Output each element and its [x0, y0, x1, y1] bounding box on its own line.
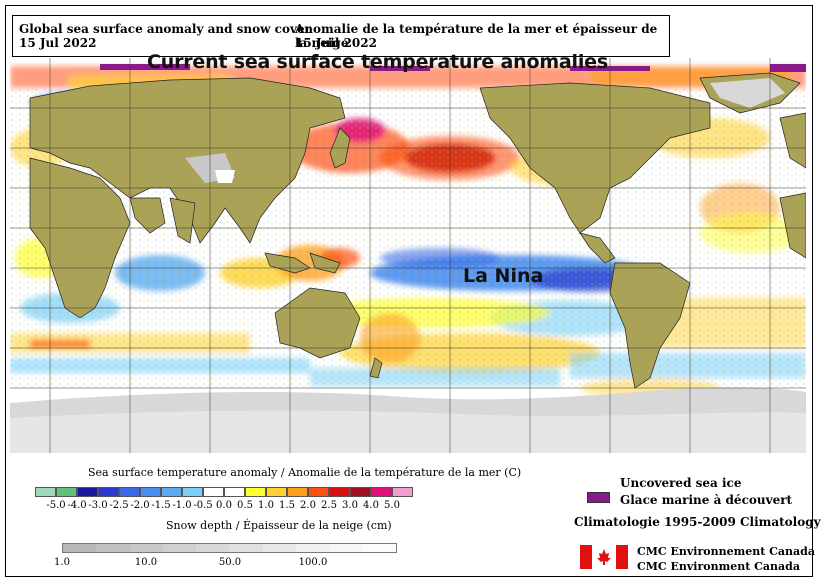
credit-line-1: CMC Environnement Canada	[637, 545, 815, 558]
sst-tick-label: -2.5	[109, 500, 129, 511]
sst-color-cell	[245, 487, 266, 497]
sst-color-cell	[371, 487, 392, 497]
snow-color-cell	[162, 544, 197, 552]
sst-tick-label: -5.0	[46, 500, 66, 511]
sst-color-cell	[56, 487, 77, 497]
snow-color-cell	[196, 544, 230, 552]
snow-color-scale	[62, 543, 397, 553]
sst-legend-title: Sea surface temperature anomaly / Anomal…	[88, 466, 522, 479]
title-french: Anomalie de la température de la mer et …	[295, 22, 658, 50]
credit-line-2: CMC Environment Canada	[637, 560, 800, 573]
sst-tick-label: 0.5	[237, 500, 253, 511]
sst-color-cell	[119, 487, 140, 497]
sst-tick-label: 5.0	[384, 500, 400, 511]
ice-label-english: Uncovered sea ice	[620, 476, 742, 490]
snow-color-cell	[296, 544, 330, 552]
snow-legend-title: Snow depth / Épaisseur de la neige (cm)	[166, 519, 392, 532]
date-english: 15 Jul 2022	[19, 36, 97, 50]
sst-color-cell	[77, 487, 98, 497]
sst-tick-label: 2.0	[300, 500, 316, 511]
graticule	[10, 58, 806, 453]
sst-color-cell	[182, 487, 203, 497]
climatology-label: Climatologie 1995-2009 Climatology	[574, 515, 821, 529]
snow-color-cell	[96, 544, 130, 552]
snow-tick-50: 50.0	[218, 557, 242, 568]
sea-ice-swatch	[587, 492, 610, 503]
sst-tick-label: -1.0	[172, 500, 192, 511]
snow-tick-10: 10.0	[134, 557, 158, 568]
sst-color-cell	[392, 487, 413, 497]
sst-color-cell	[329, 487, 350, 497]
sst-color-cell	[266, 487, 287, 497]
snow-tick-100: 100.0	[298, 557, 328, 568]
sst-color-cell	[203, 487, 224, 497]
sst-color-cell	[161, 487, 182, 497]
title-box: Global sea surface anomaly and snow cove…	[12, 15, 670, 57]
sst-tick-label: -4.0	[67, 500, 87, 511]
snow-tick-1: 1.0	[54, 557, 70, 568]
legend-area: Sea surface temperature anomaly / Anomal…	[0, 455, 823, 584]
sst-color-cell	[308, 487, 329, 497]
snow-color-cell	[129, 544, 163, 552]
sst-tick-label: -3.0	[88, 500, 108, 511]
sst-color-cell	[98, 487, 119, 497]
sst-color-cell	[35, 487, 56, 497]
sst-tick-label: 2.5	[321, 500, 337, 511]
sst-tick-label: 1.5	[279, 500, 295, 511]
sst-color-cell	[287, 487, 308, 497]
snow-color-cell	[329, 544, 363, 552]
snow-color-cell	[63, 544, 97, 552]
sst-tick-label: 4.0	[363, 500, 379, 511]
sst-color-scale	[35, 487, 413, 497]
sst-tick-label: 0.0	[216, 500, 232, 511]
canada-flag-icon	[580, 545, 628, 569]
snow-color-cell	[362, 544, 396, 552]
sst-tick-label: 1.0	[258, 500, 274, 511]
snow-color-cell	[229, 544, 263, 552]
sst-color-cell	[350, 487, 371, 497]
sst-tick-label: 3.0	[342, 500, 358, 511]
sst-tick-label: -0.5	[193, 500, 213, 511]
sst-tick-label: -1.5	[151, 500, 171, 511]
ice-label-french: Glace marine à découvert	[620, 493, 793, 507]
title-english: Global sea surface anomaly and snow cove…	[19, 22, 311, 36]
date-french: 15 Juil 2022	[295, 36, 377, 50]
sst-tick-label: -2.0	[130, 500, 150, 511]
sst-anomaly-map	[10, 58, 806, 453]
la-nina-label: La Nina	[463, 265, 544, 287]
snow-color-cell	[262, 544, 297, 552]
sst-color-cell	[140, 487, 161, 497]
overlay-headline: Current sea surface temperature anomalie…	[147, 51, 608, 73]
sst-color-cell	[224, 487, 245, 497]
